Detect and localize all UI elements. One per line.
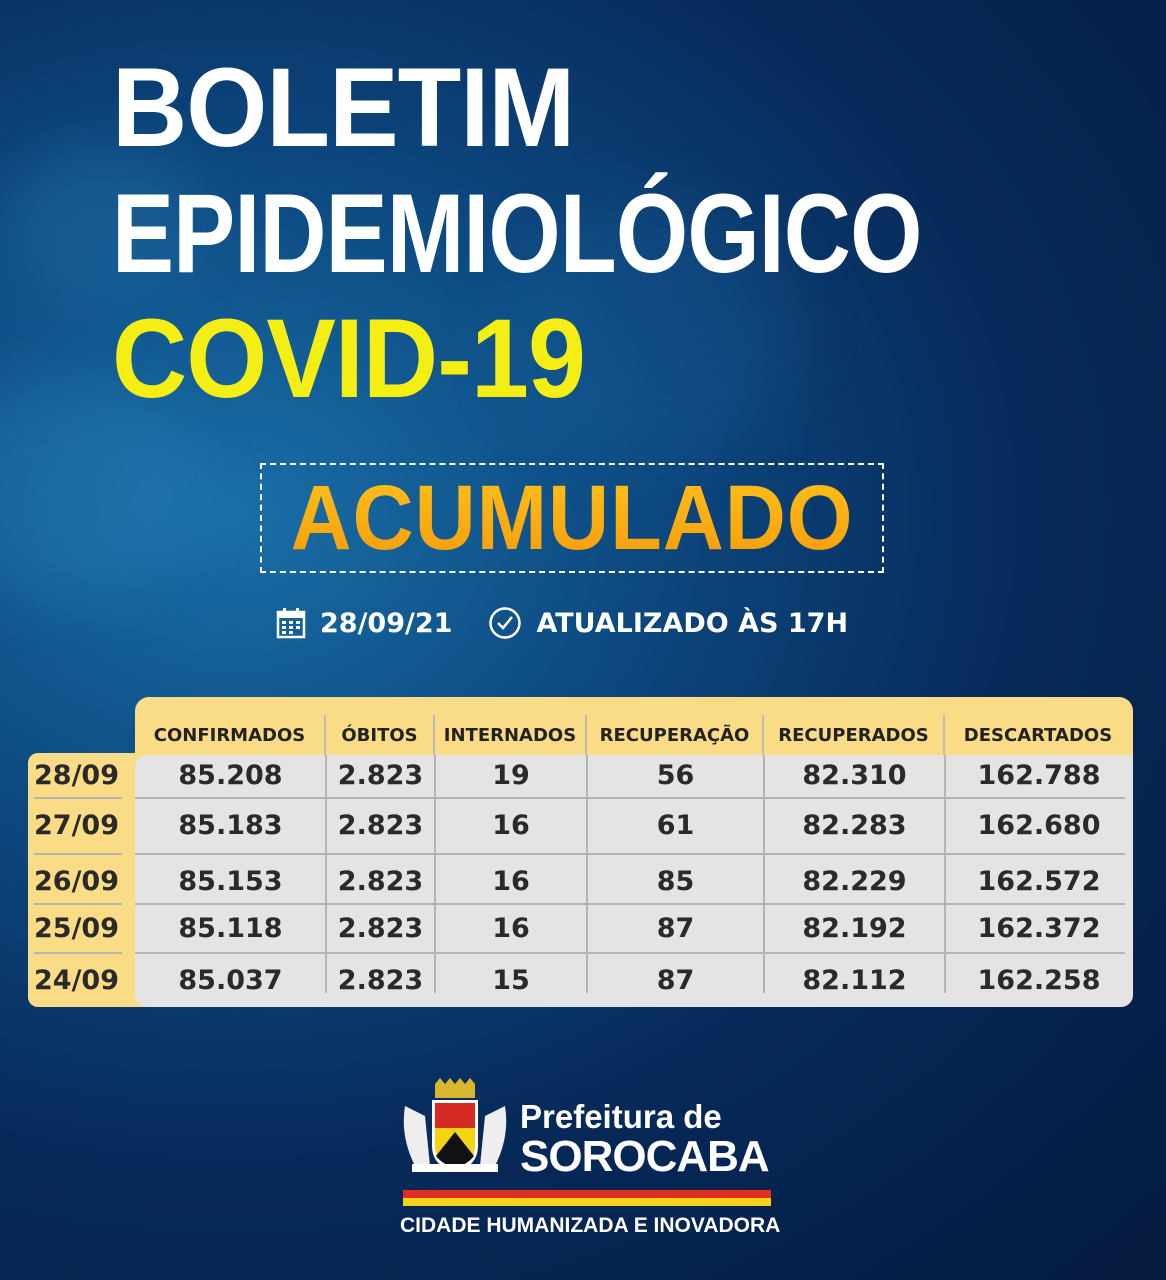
title-epidemiologico: EPIDEMIOLÓGICO [112,171,922,296]
table-cell: 85.183 [178,809,283,841]
slogan: CIDADE HUMANIZADA E INOVADORA [400,1214,781,1237]
clock-icon [489,607,522,639]
table-cell: 162.788 [977,759,1101,791]
table-cell: 87 [656,964,695,996]
acumulado-badge: ACUMULADO [260,463,884,573]
row-divider [135,903,1125,905]
row-divider [34,797,122,799]
column-header: ÓBITOS [326,715,435,755]
column-divider [586,755,588,993]
data-table: CONFIRMADOS ÓBITOS INTERNADOS RECUPERAÇÃO RE… [28,697,1133,1007]
column-header: RECUPERAÇÃO [587,715,764,755]
table-cell: 56 [656,759,695,791]
table-cell: 85.208 [178,759,283,791]
flag-stripe [403,1190,771,1206]
table-cell: 162.680 [977,809,1101,841]
row-date: 26/09 [34,865,120,897]
column-header: RECUPERADOS [764,715,945,755]
table-cell: 82.283 [802,809,907,841]
table-cell: 15 [492,964,530,996]
table-cell: 2.823 [337,964,424,996]
column-header: CONFIRMADOS [135,715,326,755]
table-cell: 162.258 [977,964,1101,996]
acumulado-label: ACUMULADO [290,466,854,569]
table-cell: 2.823 [337,759,424,791]
column-header: INTERNADOS [435,715,587,755]
table-cell: 16 [492,865,530,897]
table-cell: 82.192 [802,912,907,944]
column-divider [763,755,765,993]
table-header: CONFIRMADOS ÓBITOS INTERNADOS RECUPERAÇÃO RE… [135,697,1133,763]
column-divider [944,755,946,993]
title-covid: COVID-19 [112,296,586,421]
row-divider [34,952,122,954]
table-cell: 16 [492,809,530,841]
column-divider [325,755,327,993]
calendar-icon [276,608,306,639]
sorocaba-coat-of-arms [403,1078,507,1172]
table-cell: 82.112 [802,964,907,996]
table-cell: 85.118 [178,912,283,944]
table-cell: 19 [492,759,530,791]
row-date: 28/09 [34,759,120,791]
table-cell: 85.037 [178,964,283,996]
table-cell: 162.572 [977,865,1101,897]
table-cell: 16 [492,912,530,944]
column-divider [434,755,436,993]
table-cell: 2.823 [337,865,424,897]
title-boletim: BOLETIM [112,45,575,170]
row-date: 27/09 [34,809,120,841]
table-cell: 2.823 [337,809,424,841]
table-cell: 85 [656,865,695,897]
logo-line1: Prefeitura de [520,1098,722,1135]
table-cell: 162.372 [977,912,1101,944]
table-cell: 82.310 [802,759,907,791]
table-cell: 85.153 [178,865,283,897]
updated-time: ATUALIZADO ÀS 17H [536,607,849,639]
row-divider [34,853,122,855]
date-line: 28/09/21 ATUALIZADO ÀS 17H [276,606,848,640]
bulletin-date: 28/09/21 [320,607,453,639]
date-column: 28/09 27/09 26/09 25/09 24/09 [28,753,146,1007]
row-date: 25/09 [34,912,120,944]
row-divider [135,853,1125,855]
logo-line2: SOROCABA [520,1132,770,1181]
column-header: DESCARTADOS [963,724,1113,746]
row-divider [135,952,1125,954]
row-divider [135,797,1125,799]
table-cell: 2.823 [337,912,424,944]
row-divider [34,903,122,905]
table-cell: 61 [656,809,695,841]
table-cell: 82.229 [802,865,907,897]
row-date: 24/09 [34,964,120,996]
table-body: 85.208 2.823 19 56 82.310 162.788 85.183 2.823 1… [135,755,1133,1007]
table-cell: 87 [656,912,695,944]
